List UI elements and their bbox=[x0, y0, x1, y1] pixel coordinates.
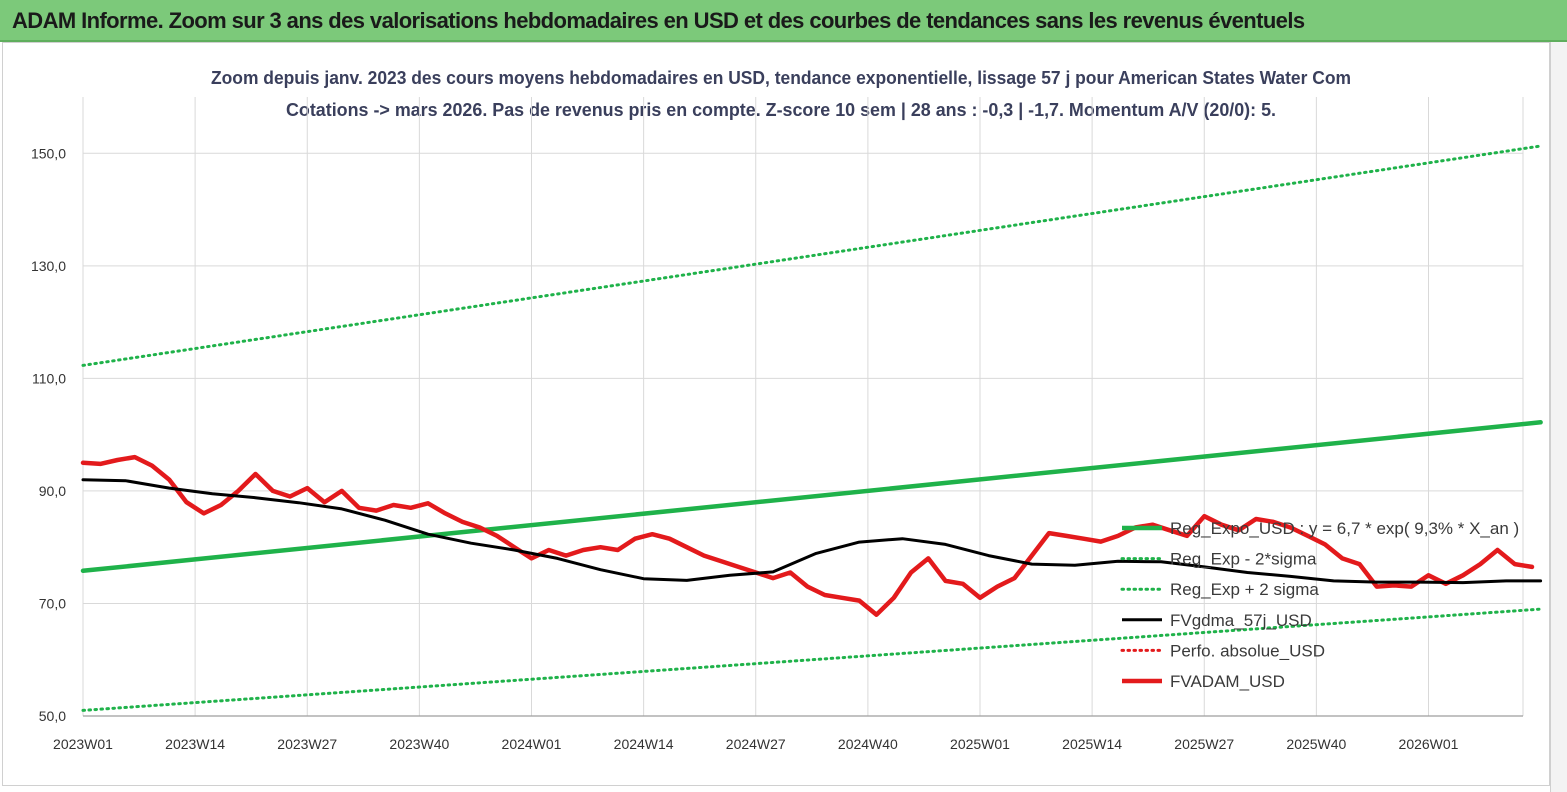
series-line-3 bbox=[81, 478, 1543, 585]
legend-label: Reg_Exp - 2*sigma bbox=[1170, 550, 1317, 569]
series-line-0 bbox=[80, 420, 1543, 574]
x-tick-label: 2025W01 bbox=[950, 736, 1010, 752]
legend-label: Reg_Exp + 2 sigma bbox=[1170, 580, 1319, 599]
title-banner: ADAM Informe. Zoom sur 3 ans des valoris… bbox=[0, 0, 1567, 42]
x-tick-label: 2023W14 bbox=[165, 736, 225, 752]
x-tick-label: 2025W40 bbox=[1286, 736, 1346, 752]
y-tick-label: 70,0 bbox=[39, 595, 66, 611]
x-tick-label: 2023W40 bbox=[389, 736, 449, 752]
legend-label: FVgdma_57j_USD bbox=[1170, 611, 1312, 630]
x-tick-label: 2025W27 bbox=[1174, 736, 1234, 752]
legend: Reg_Expo_USD : y = 6,7 * exp( 9,3% * X_a… bbox=[1120, 519, 1519, 691]
x-tick-label: 2023W27 bbox=[277, 736, 337, 752]
series-lines bbox=[80, 144, 1543, 712]
y-tick-label: 50,0 bbox=[39, 708, 66, 724]
series-line-1 bbox=[81, 607, 1543, 712]
x-tick-label: 2024W27 bbox=[726, 736, 786, 752]
x-tick-label: 2024W01 bbox=[502, 736, 562, 752]
x-tick-label: 2025W14 bbox=[1062, 736, 1122, 752]
chart-title: Zoom depuis janv. 2023 des cours moyens … bbox=[211, 68, 1351, 88]
legend-label: FVADAM_USD bbox=[1170, 672, 1285, 691]
axes: 50,0 70,0 90,0 110,0 130,0 150,0 2023W01 2023W1… bbox=[31, 145, 1523, 752]
chart-subtitle: Cotations -> mars 2026. Pas de revenus p… bbox=[286, 100, 1276, 120]
legend-label: Reg_Expo_USD : y = 6,7 * exp( 9,3% * X_a… bbox=[1170, 519, 1519, 538]
x-tick-label: 2024W40 bbox=[838, 736, 898, 752]
legend-label: Perfo. absolue_USD bbox=[1170, 641, 1325, 660]
series-line-5 bbox=[80, 454, 1535, 617]
series-line-2 bbox=[81, 144, 1543, 367]
x-tick-label: 2024W14 bbox=[614, 736, 674, 752]
x-tick-label: 2023W01 bbox=[53, 736, 113, 752]
scrollbar-rail[interactable] bbox=[1550, 42, 1567, 792]
y-tick-label: 110,0 bbox=[32, 370, 66, 386]
y-tick-label: 150,0 bbox=[31, 145, 66, 161]
y-tick-label: 130,0 bbox=[31, 258, 66, 274]
x-tick-label: 2026W01 bbox=[1399, 736, 1459, 752]
y-tick-label: 90,0 bbox=[39, 483, 66, 499]
banner-title: ADAM Informe. Zoom sur 3 ans des valoris… bbox=[12, 8, 1305, 33]
